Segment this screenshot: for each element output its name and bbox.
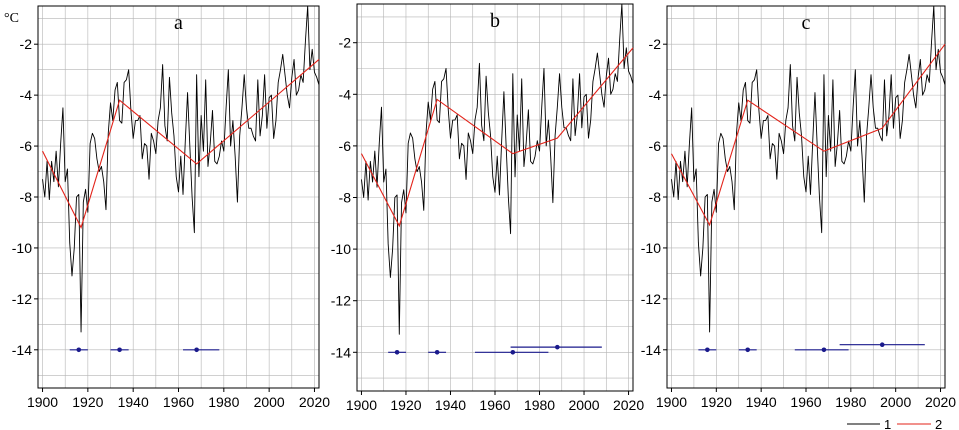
x-tick-label: 2020 [299,394,330,410]
x-tick-label: 1980 [835,394,866,410]
series-line-trend [42,59,320,230]
y-tick-label: -6 [649,138,662,154]
breakpoint-marker [705,347,710,353]
unit-label: °C [4,11,19,26]
x-tick-label: 1920 [72,394,103,410]
x-tick-label: 2000 [880,394,911,410]
chart-panels: 1900 1920 1940 1960 1980 2000 2020 -14 -12 -10 -8 -… [12,3,956,413]
series-line-observed [42,5,320,333]
y-tick-label: -8 [649,189,662,205]
y-tick-label: -8 [20,189,33,205]
breakpoint-marker [117,347,122,353]
series-line-trend [670,43,946,227]
x-tick-label: 2020 [925,394,956,410]
y-tick-label: -8 [339,190,352,206]
y-tick-label: -10 [641,240,661,256]
breakpoint-marker [555,344,560,350]
y-tick-label: -2 [20,36,33,52]
y-tick-label: -10 [12,240,32,256]
y-tick-label: -6 [339,138,352,154]
x-tick-label: 2020 [613,397,644,413]
y-tick-label: -14 [12,342,32,358]
panel-letter: b [490,10,500,32]
y-tick-label: -12 [12,291,32,307]
breakpoint-marker [745,347,751,353]
breakpoint-marker [394,350,400,355]
x-tick-label: 1940 [746,394,777,410]
breakpoint-marker [194,347,199,353]
x-tick-label: 1960 [163,394,194,410]
panel-c: 1900 1920 1940 1960 1980 2000 2020 -14 -12 -10 -8 -… [641,5,956,410]
x-tick-label: 1940 [435,397,466,413]
series-line-trend [360,47,634,228]
breakpoint-marker [76,347,82,353]
y-tick-label: -4 [649,87,662,103]
panel-letter: a [174,12,183,34]
y-tick-label: -12 [331,293,351,309]
legend-label-trend: 2 [935,417,942,430]
y-tick-label: -6 [20,138,33,154]
breakpoint-marker [510,350,516,355]
panel-b: 1900 1920 1940 1960 1980 2000 2020 -14 -12 -10 -8 -… [331,3,644,413]
y-tick-label: -2 [339,35,352,51]
x-tick-label: 1900 [346,397,377,413]
x-tick-label: 2000 [254,394,285,410]
x-tick-label: 1980 [524,397,555,413]
y-tick-label: -14 [641,342,661,358]
breakpoint-marker [434,350,440,355]
y-tick-label: -4 [20,87,33,103]
x-tick-label: 1920 [701,394,732,410]
x-tick-label: 1900 [27,394,58,410]
x-tick-label: 1960 [790,394,821,410]
x-tick-label: 1920 [390,397,421,413]
breakpoint-marker [879,342,885,348]
series-line-observed [671,5,946,333]
x-tick-label: 1940 [118,394,149,410]
y-tick-label: -10 [331,241,351,257]
x-tick-label: 1900 [656,394,687,410]
y-tick-label: -12 [641,291,661,307]
breakpoint-marker [821,347,827,353]
panel-letter: c [802,12,811,34]
panel-a: 1900 1920 1940 1960 1980 2000 2020 -14 -12 -10 -8 -… [12,5,330,410]
x-tick-label: 1980 [208,394,239,410]
x-tick-label: 1960 [479,397,510,413]
x-tick-label: 2000 [568,397,599,413]
y-tick-label: -4 [339,86,352,102]
y-tick-label: -2 [649,36,662,52]
legend: 1 2 [847,417,942,430]
y-tick-label: -14 [331,344,351,360]
series-line-observed [361,3,634,335]
legend-label-observed: 1 [884,417,891,430]
